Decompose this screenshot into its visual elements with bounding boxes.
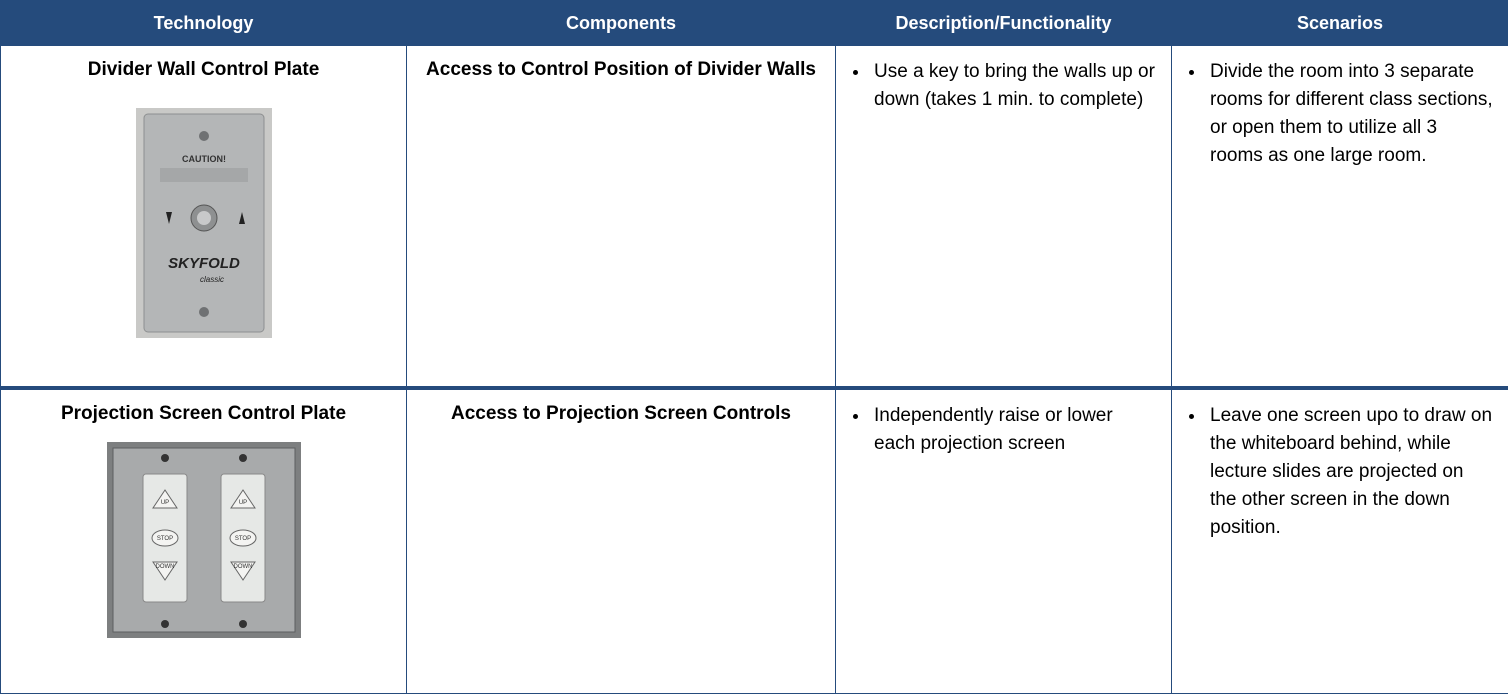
column-header: Components: [406, 0, 836, 46]
stop-button: [151, 529, 178, 547]
description-item: Independently raise or lower each projec…: [870, 402, 1157, 458]
components-cell: Access to Control Position of Divider Wa…: [406, 46, 836, 390]
scenario-item: Divide the room into 3 separate rooms fo…: [1206, 58, 1494, 170]
screw: [160, 454, 169, 462]
caution-label: CAUTION!: [182, 154, 226, 164]
screw: [198, 307, 209, 317]
column-header: Scenarios: [1171, 0, 1508, 46]
divider-plate-photo: CAUTION! SKYFOLD classic: [135, 108, 272, 338]
model-label: classic: [199, 275, 223, 284]
up-label: UP: [238, 500, 246, 506]
table-row: Divider Wall Control Plate CAUTION! SKYF…: [0, 46, 1508, 390]
technology-cell: Projection Screen Control Plate UP STOP: [0, 388, 407, 694]
stop-button: [229, 529, 256, 547]
up-button: [151, 489, 178, 509]
scenario-item: Leave one screen upo to draw on the whit…: [1206, 402, 1494, 542]
brand-label: SKYFOLD: [168, 255, 240, 272]
scenarios-list: Leave one screen upo to draw on the whit…: [1172, 402, 1494, 542]
screw: [198, 131, 209, 141]
scenarios-cell: Leave one screen upo to draw on the whit…: [1171, 388, 1508, 694]
fine-print: [159, 168, 248, 182]
description-list: Use a key to bring the walls up or down …: [836, 58, 1157, 114]
screw: [238, 620, 247, 628]
scenarios-list: Divide the room into 3 separate rooms fo…: [1172, 58, 1494, 170]
stop-label: STOP: [156, 536, 172, 542]
screw: [160, 620, 169, 628]
down-label: DOWN: [233, 564, 252, 570]
down-button: [151, 561, 178, 581]
column-header: Description/Functionality: [835, 0, 1172, 46]
components-text: Access to Projection Screen Controls: [451, 403, 791, 424]
scenarios-cell: Divide the room into 3 separate rooms fo…: [1171, 46, 1508, 390]
description-list: Independently raise or lower each projec…: [836, 402, 1157, 458]
key-slot: [196, 211, 211, 225]
description-cell: Independently raise or lower each projec…: [835, 388, 1172, 694]
description-item: Use a key to bring the walls up or down …: [870, 58, 1157, 114]
technology-name: Divider Wall Control Plate: [87, 59, 320, 80]
table-row: Projection Screen Control Plate UP STOP: [0, 388, 1508, 694]
down-button: [229, 561, 256, 581]
down-arrow: [165, 212, 172, 224]
technology-cell: Divider Wall Control Plate CAUTION! SKYF…: [0, 46, 407, 390]
up-label: UP: [160, 500, 168, 506]
components-text: Access to Control Position of Divider Wa…: [426, 59, 816, 80]
up-arrow: [238, 212, 245, 224]
up-button: [229, 489, 256, 509]
components-cell: Access to Projection Screen Controls: [406, 388, 836, 694]
stop-label: STOP: [234, 536, 250, 542]
down-label: DOWN: [155, 564, 174, 570]
projection-plate-photo: UP STOP DOWN UP STOP DOWN: [106, 442, 301, 638]
description-cell: Use a key to bring the walls up or down …: [835, 46, 1172, 390]
column-header: Technology: [0, 0, 407, 46]
screw: [238, 454, 247, 462]
technology-name: Projection Screen Control Plate: [60, 403, 347, 424]
plate-face: [112, 447, 295, 633]
header-row: Technology Components Description/Functi…: [0, 0, 1508, 46]
